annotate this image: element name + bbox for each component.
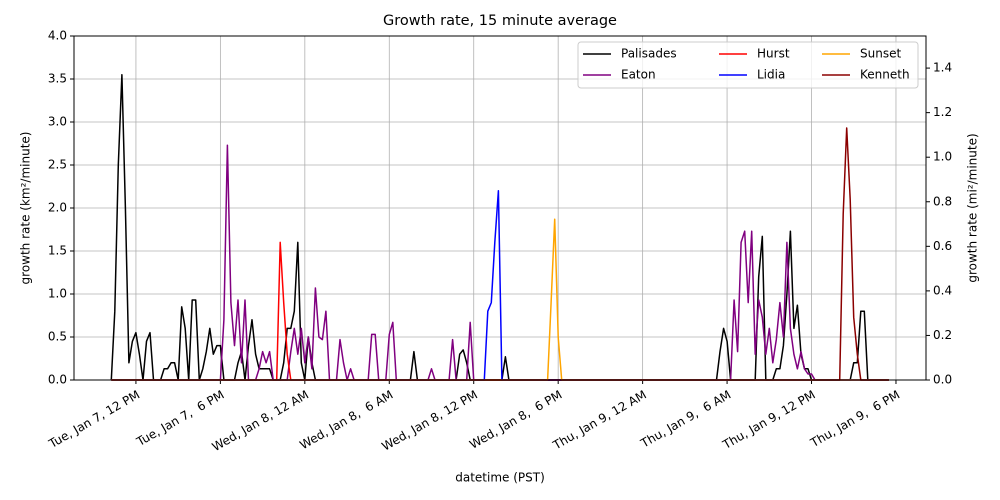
y2-tick-label: 0.2 [933, 328, 952, 342]
y-tick-label: 0.5 [48, 330, 67, 344]
y2-tick-label: 0.6 [933, 239, 952, 253]
y-tick-label: 2.0 [48, 201, 67, 215]
x-tick-label: Thu, Jan 9, 6 PM [807, 388, 902, 451]
legend-label: Kenneth [860, 68, 910, 82]
x-tick-label: Tue, Jan 7, 12 PM [46, 388, 143, 452]
y2-axis-label: growth rate (mi²/minute) [966, 133, 980, 282]
y-tick-label: 1.0 [48, 287, 67, 301]
series-line [111, 127, 889, 381]
legend-label: Lidia [757, 68, 785, 82]
y-tick-label: 3.5 [48, 72, 67, 86]
y2-tick-label: 1.0 [933, 150, 952, 164]
y2-tick-label: 0.8 [933, 194, 952, 208]
x-tick-label: Wed, Jan 8, 12 PM [379, 388, 480, 454]
legend: Palisades Eaton Hurst Lidia Sunset Kenneth [577, 41, 919, 89]
y2-tick-label: 1.2 [933, 105, 952, 119]
y-tick-label: 0.0 [48, 373, 67, 387]
y-tick-label: 4.0 [48, 29, 67, 43]
y2-tick-label: 1.4 [933, 61, 952, 75]
series-line [110, 73, 889, 381]
series-line [111, 190, 889, 381]
plot-frame [73, 35, 927, 381]
legend-label: Sunset [860, 47, 901, 61]
legend-label: Eaton [621, 68, 656, 82]
chart-title: Growth rate, 15 minute average [383, 13, 617, 29]
y2-tick-label: 0.0 [933, 373, 952, 387]
x-tick-label: Thu, Jan 9, 12 PM [719, 388, 817, 453]
x-tick-label: Thu, Jan 9, 12 AM [550, 388, 649, 453]
legend-label: Palisades [621, 47, 677, 61]
y2-tick-label: 0.4 [933, 283, 952, 297]
y-tick-label: 3.0 [48, 115, 67, 129]
y-tick-label: 2.5 [48, 158, 67, 172]
y-axis-label: growth rate (km²/minute) [19, 132, 33, 285]
x-tick-label: Wed, Jan 8, 6 PM [467, 388, 564, 452]
y-tick-label: 1.5 [48, 244, 67, 258]
x-tick-label: Thu, Jan 9, 6 AM [637, 388, 733, 451]
legend-label: Hurst [757, 47, 790, 61]
x-axis-label: datetime (PST) [455, 471, 545, 485]
